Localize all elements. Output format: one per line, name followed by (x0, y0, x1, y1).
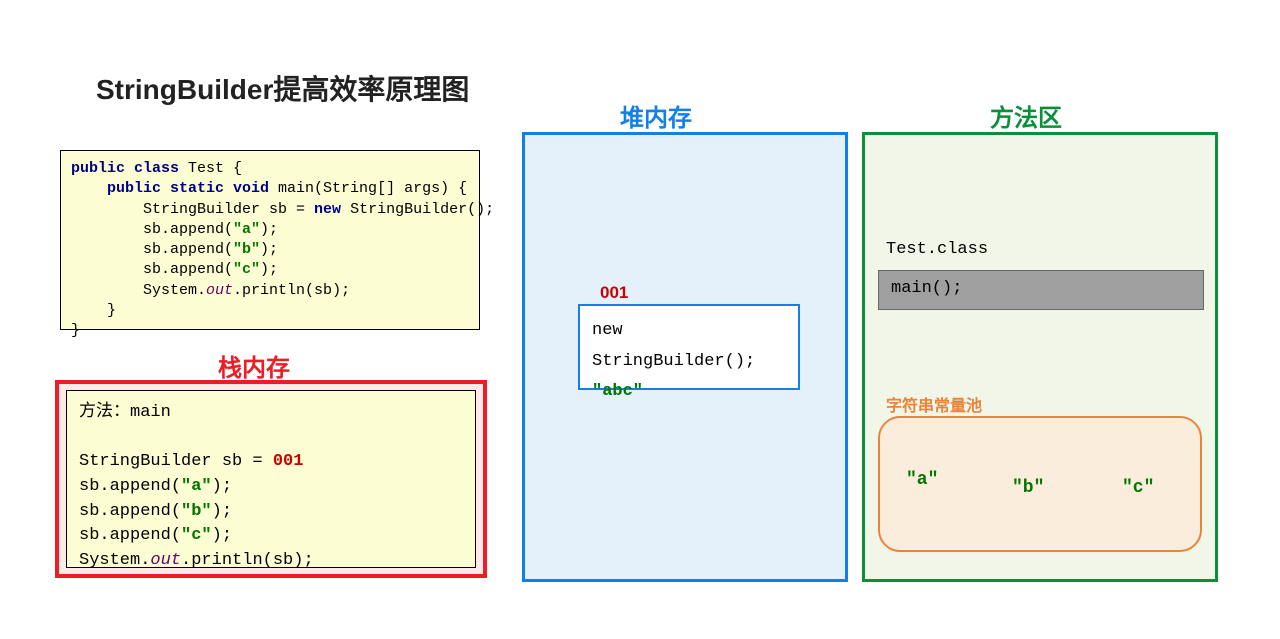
heap-object-address: 001 (600, 283, 628, 303)
heap-object-line2: "abc" (592, 377, 786, 408)
string-pool-item: "a" (906, 470, 938, 490)
heap-object-line1: new StringBuilder(); (592, 316, 786, 377)
method-area-label: 方法区 (990, 98, 1062, 133)
heap-object-box: new StringBuilder(); "abc" (578, 304, 800, 390)
method-box: main(); (878, 270, 1204, 310)
string-pool-label: 字符串常量池 (886, 392, 982, 416)
stack-code-box: 方法：main StringBuilder sb = 001 sb.append… (66, 390, 476, 568)
string-pool-item: "c" (1122, 478, 1154, 498)
heap-label: 堆内存 (620, 98, 692, 133)
string-pool-item: "b" (1012, 478, 1044, 498)
source-code-box: public class Test { public static void m… (60, 150, 480, 330)
diagram-title: StringBuilder提高效率原理图 (96, 68, 469, 108)
stack-label: 栈内存 (218, 348, 290, 383)
class-label: Test.class (886, 240, 988, 259)
